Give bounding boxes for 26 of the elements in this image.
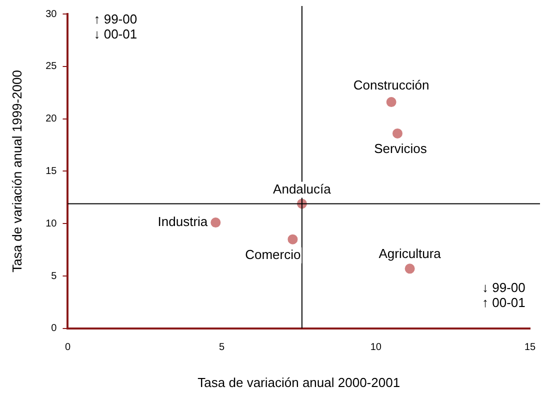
y-tick-label: 25 [46,61,58,72]
x-tick-label: 0 [64,342,71,354]
annotation: ↓ 99-00 ↑ 00-01 [482,280,526,310]
annotation: ↑ 99-00 ↓ 00-01 [94,12,138,42]
series-label: Agricultura [378,246,442,262]
x-axis-title: Tasa de variación anual 2000-2001 [198,374,400,390]
x-tick-label: 15 [524,342,536,354]
y-tick-label: 5 [51,270,58,282]
point [392,128,402,138]
series-label: Servicios [374,141,428,156]
point [404,264,415,274]
point [288,234,298,244]
y-tick-label: 20 [46,114,58,125]
point [210,218,221,228]
point [386,97,396,108]
y-axis-title: Tasa de variación anual 1999-2000 [9,70,24,272]
series-label: Industria [158,214,208,230]
series-label: Comercio [245,246,301,262]
y-tick-label: 15 [46,166,58,177]
y-tick-label: 0 [51,323,58,334]
y-tick-label: 10 [46,218,58,230]
x-tick-label: 10 [370,342,382,354]
x-tick-label: 5 [219,342,226,354]
series-label: Construcción [353,78,430,93]
series-label: Andalucía [273,181,332,196]
y-tick-label: 30 [46,8,58,20]
